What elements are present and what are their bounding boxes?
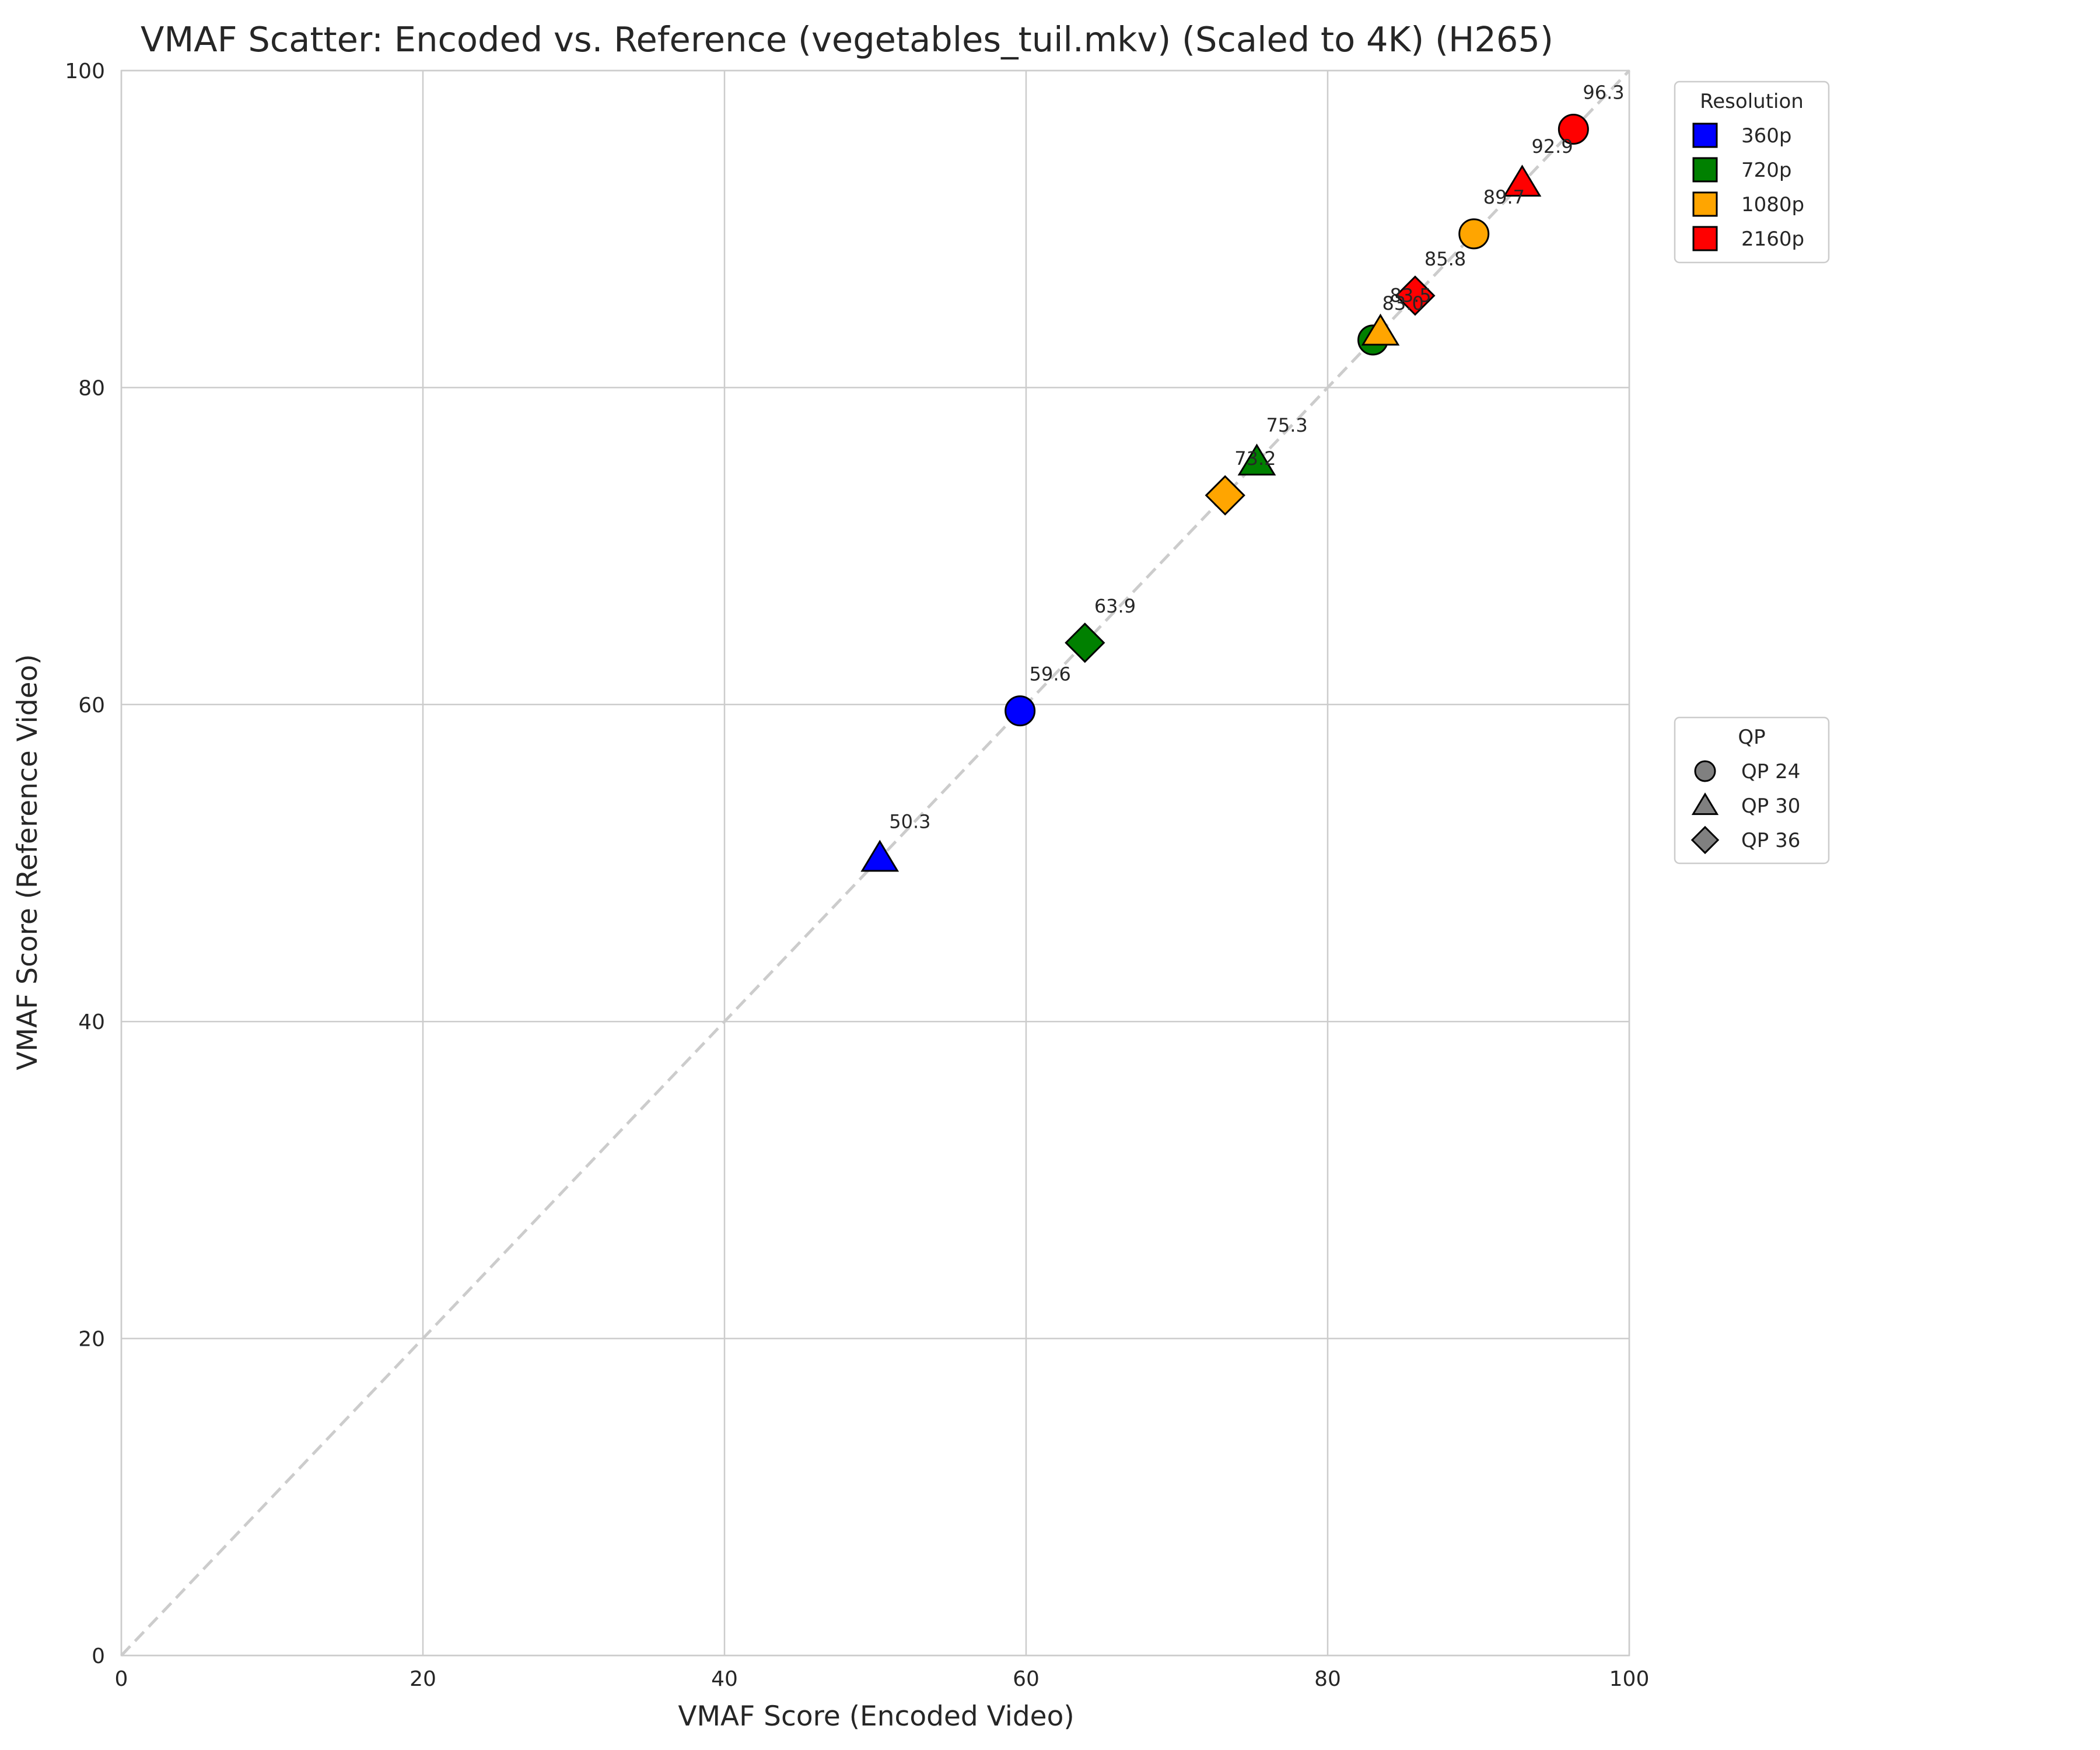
data-label: 59.6 [1030, 663, 1071, 685]
data-point-2160p-qp30 [1503, 164, 1542, 197]
data-point-720p-qp36 [1065, 622, 1105, 663]
data-point-720p-qp30 [1237, 443, 1276, 476]
axis-ticks: 0 20 40 60 80 100 0 20 40 60 80 100 [65, 60, 1649, 1691]
y-tick-label: 100 [65, 60, 105, 83]
legend-qp-box [1674, 716, 1830, 864]
data-label: 50.3 [889, 810, 930, 832]
data-point-1080p-qp36 [1205, 475, 1245, 516]
data-label: 89.7 [1483, 186, 1525, 208]
legend-label-qp: QP 36 [1741, 829, 1800, 852]
data-label: 75.3 [1266, 414, 1308, 436]
data-points [860, 114, 1589, 872]
data-label: 83.5 [1390, 284, 1431, 306]
legend-resolution: Resolution 360p 720p 1080p 2160p [1674, 80, 1830, 264]
legend-marker-circle [1694, 760, 1716, 782]
data-point-360p-qp30 [860, 839, 900, 872]
x-tick-label: 20 [410, 1667, 436, 1691]
data-label: 73.2 [1234, 447, 1276, 470]
legend-swatch-360p [1692, 123, 1718, 148]
y-tick-label: 0 [92, 1644, 105, 1668]
legend-swatch-1080p [1692, 191, 1718, 217]
grid [120, 69, 1630, 1657]
y-axis-label: VMAF Score (Reference Video) [12, 654, 44, 1070]
data-point-1080p-qp24 [1458, 218, 1490, 250]
data-point-360p-qp24 [1005, 695, 1036, 727]
y-tick-label: 80 [78, 376, 105, 400]
legend-label-720p: 720p [1741, 159, 1791, 182]
data-label: 92.9 [1531, 135, 1573, 158]
legend-label-1080p: 1080p [1741, 193, 1804, 216]
legend-qp: QP QP 24 QP 30 QP 36 [1674, 716, 1830, 864]
legend-label-2160p: 2160p [1741, 228, 1804, 251]
y-tick-label: 40 [78, 1010, 105, 1034]
data-labels: 59.6 50.3 83.0 75.3 63.9 89.7 83.5 73.2 96.3 92.9… [889, 82, 1624, 833]
x-tick-label: 80 [1314, 1667, 1341, 1691]
x-tick-label: 60 [1013, 1667, 1040, 1691]
legend-qp-title: QP [1738, 726, 1765, 749]
y-tick-label: 60 [78, 694, 105, 718]
legend-label-360p: 360p [1741, 124, 1791, 148]
x-tick-label: 100 [1609, 1667, 1650, 1691]
legend-marker-triangle [1691, 792, 1719, 816]
data-label: 83.0 [1382, 292, 1424, 314]
data-point-1080p-qp30 [1361, 313, 1400, 346]
x-tick-label: 0 [115, 1667, 128, 1691]
legend-label-qp: QP 30 [1741, 794, 1800, 818]
data-label: 85.8 [1424, 248, 1466, 270]
data-label: 96.3 [1583, 82, 1624, 104]
data-label: 63.9 [1094, 595, 1136, 617]
legend-swatch-2160p [1692, 226, 1718, 251]
y-tick-label: 20 [78, 1328, 105, 1352]
x-axis-label: VMAF Score (Encoded Video) [678, 1700, 1074, 1732]
legend-swatch-720p [1692, 157, 1718, 183]
legend-marker-diamond [1690, 825, 1720, 855]
data-point-2160p-qp36 [1395, 275, 1436, 316]
data-point-2160p-qp24 [1558, 114, 1589, 145]
plot-area-frame [120, 69, 1630, 1657]
x-tick-label: 40 [711, 1667, 738, 1691]
legend-label-qp: QP 24 [1741, 760, 1800, 783]
chart-title: VMAF Scatter: Encoded vs. Reference (veg… [141, 19, 1553, 60]
legend-resolution-title: Resolution [1700, 90, 1804, 113]
